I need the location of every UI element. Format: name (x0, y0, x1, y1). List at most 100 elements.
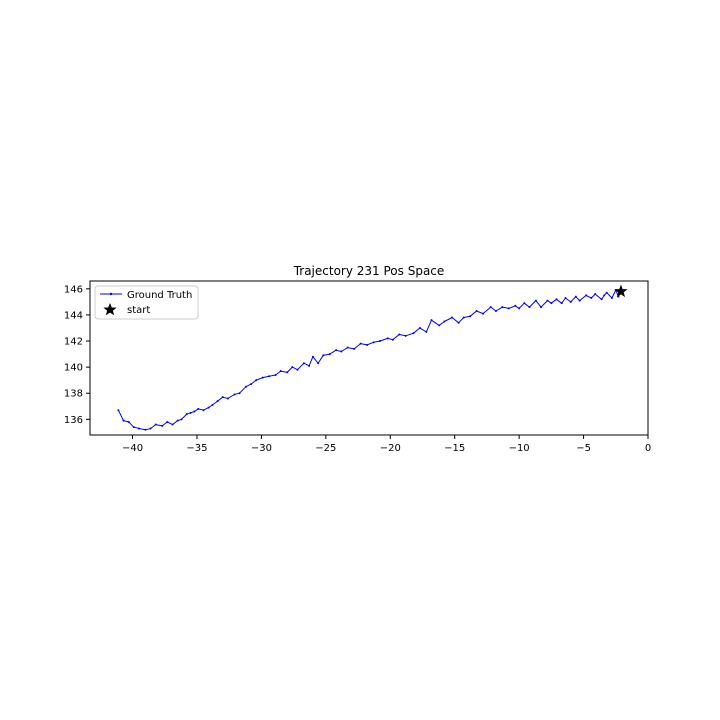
ground-truth-point (605, 291, 608, 294)
ground-truth-point (221, 396, 224, 399)
ground-truth-point (211, 403, 214, 406)
x-tick-label: −25 (315, 443, 336, 454)
ground-truth-point (462, 316, 465, 319)
ground-truth-point (594, 293, 597, 296)
y-tick-label: 136 (64, 415, 83, 426)
x-tick-label: −5 (576, 443, 591, 454)
ground-truth-point (372, 341, 375, 344)
ground-truth-point (412, 332, 415, 335)
ground-truth-point (603, 294, 606, 297)
ground-truth-point (523, 302, 526, 305)
ground-truth-point (279, 370, 282, 373)
ground-truth-point (528, 306, 531, 309)
ground-truth-point (171, 423, 174, 426)
legend-ground-truth-label: Ground Truth (127, 290, 192, 301)
ground-truth-point (489, 306, 492, 309)
ground-truth-point (286, 371, 289, 374)
ground-truth-point (378, 340, 381, 343)
ground-truth-point (322, 354, 325, 357)
ground-truth-point (546, 299, 549, 302)
x-tick-label: −20 (380, 443, 401, 454)
ground-truth-point (359, 342, 362, 345)
x-tick-label: −10 (509, 443, 530, 454)
ground-truth-point (469, 315, 472, 318)
x-tick-label: −40 (122, 443, 143, 454)
ground-truth-point (430, 319, 433, 322)
ground-truth-point (404, 334, 407, 337)
ground-truth-point (514, 304, 517, 307)
ground-truth-point (555, 298, 558, 301)
x-tick-label: 0 (645, 443, 651, 454)
ground-truth-point (585, 294, 588, 297)
ground-truth-point (311, 355, 314, 358)
ground-truth-point (233, 393, 236, 396)
ground-truth-point (494, 310, 497, 313)
ground-truth-point (149, 427, 152, 430)
chart-title: Trajectory 231 Pos Space (293, 264, 445, 278)
ground-truth-point (127, 420, 130, 423)
ground-truth-point (154, 423, 157, 426)
ground-truth-point (122, 419, 125, 422)
ground-truth-point (317, 362, 320, 365)
ground-truth-point (250, 383, 253, 386)
ground-truth-point (166, 420, 169, 423)
ground-truth-point (255, 379, 258, 382)
ground-truth-point (610, 296, 613, 299)
ground-truth-point (482, 312, 485, 315)
ground-truth-point (540, 306, 543, 309)
ground-truth-point (238, 392, 241, 395)
ground-truth-point (418, 326, 421, 329)
ground-truth-point (244, 385, 247, 388)
ground-truth-point (550, 302, 553, 305)
ground-truth-point (564, 296, 567, 299)
ground-truth-point (386, 337, 389, 340)
ground-truth-point (137, 427, 140, 430)
legend: Ground Truth start (94, 285, 199, 320)
ground-truth-point (443, 320, 446, 323)
ground-truth-point (207, 406, 210, 409)
ground-truth-point (261, 376, 264, 379)
ground-truth-point (296, 368, 299, 371)
x-tick-label: −35 (186, 443, 207, 454)
ground-truth-point (328, 353, 331, 356)
ground-truth-point (353, 347, 356, 350)
start-star-marker (614, 284, 628, 298)
ground-truth-point (578, 299, 581, 302)
ground-truth-point (185, 413, 188, 416)
x-tick-label: −15 (444, 443, 465, 454)
ground-truth-point (518, 307, 521, 310)
ground-truth-point (451, 316, 454, 319)
ground-truth-point (600, 298, 603, 301)
ground-truth-point (366, 343, 369, 346)
legend-start-star-icon (103, 303, 117, 316)
ground-truth-point (268, 375, 271, 378)
ground-truth-point (501, 306, 504, 309)
legend-start-label: start (127, 305, 150, 316)
ground-truth-point (590, 296, 593, 299)
y-tick-label: 142 (64, 337, 83, 348)
ground-truth-point (189, 411, 192, 414)
ground-truth-point (193, 410, 196, 413)
ground-truth-point (425, 330, 428, 333)
y-tick-label: 138 (64, 389, 83, 400)
ground-truth-point (176, 419, 179, 422)
ground-truth-point (560, 302, 563, 305)
ground-truth-point (340, 350, 343, 353)
ground-truth-point (202, 409, 205, 412)
ground-truth-point (475, 310, 478, 313)
ground-truth-point (197, 407, 200, 410)
ground-truth-point (302, 362, 305, 365)
ground-truth-point (574, 295, 577, 298)
ground-truth-point (335, 349, 338, 352)
ground-truth-point (534, 299, 537, 302)
ground-truth-point (180, 418, 183, 421)
x-tick-label: −30 (251, 443, 272, 454)
ground-truth-point (132, 426, 135, 429)
ground-truth-point (216, 400, 219, 403)
ground-truth-point (398, 333, 401, 336)
series-layer (117, 284, 628, 431)
ground-truth-point (308, 364, 311, 367)
ground-truth-point (391, 338, 394, 341)
y-tick-label: 144 (64, 310, 83, 321)
